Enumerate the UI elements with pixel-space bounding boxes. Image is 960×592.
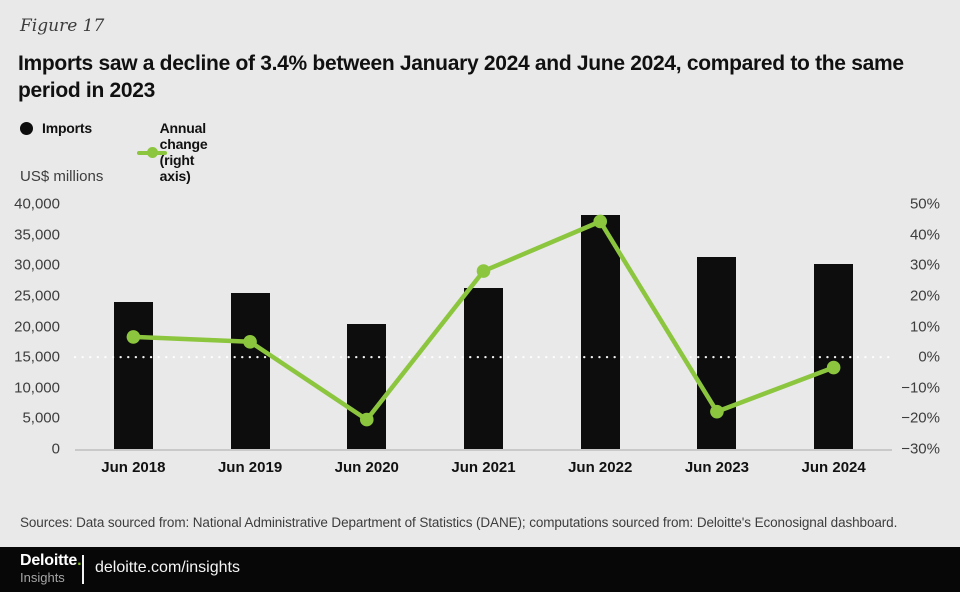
annual-change-point-jun-2021 xyxy=(476,264,491,278)
right-axis-tick: 30% xyxy=(909,256,940,274)
right-axis-tick: −20% xyxy=(901,409,940,427)
brand-sub: Insights xyxy=(20,570,65,585)
left-axis-tick: 15,000 xyxy=(14,348,60,366)
imports-bar-jun-2022 xyxy=(580,215,620,449)
left-axis-tick: 20,000 xyxy=(14,318,60,335)
imports-bar-jun-2021 xyxy=(464,287,503,449)
figure-label: Figure 17 xyxy=(20,16,105,36)
brand-green-dot: . xyxy=(77,552,82,569)
legend-item-imports: Imports xyxy=(20,120,92,136)
sources-note: Sources: Data sourced from: National Adm… xyxy=(20,515,898,530)
footer-divider xyxy=(82,555,84,584)
left-axis-tick: 25,000 xyxy=(14,287,60,305)
x-axis-label: Jun 2024 xyxy=(801,459,866,476)
x-axis-label: Jun 2019 xyxy=(217,459,283,476)
brand-name: Deloitte xyxy=(20,552,78,569)
deloitte-insights-logo: Deloitte. Insights xyxy=(20,552,82,585)
legend-item-annual-change: Annual change (right axis) xyxy=(137,120,226,184)
right-axis-tick: 10% xyxy=(909,318,940,335)
right-axis-tick: −10% xyxy=(901,379,940,397)
right-axis-tick: 0% xyxy=(918,348,940,366)
imports-bar-jun-2024 xyxy=(814,264,854,449)
x-axis-baseline xyxy=(75,449,892,451)
imports-bar-jun-2020 xyxy=(347,324,387,449)
left-axis-tick: 10,000 xyxy=(14,379,60,397)
footer-bar: Deloitte. Insights deloitte.com/insights xyxy=(0,547,960,592)
right-axis-tick: 50% xyxy=(909,195,940,213)
x-axis-label: Jun 2021 xyxy=(451,459,516,476)
left-axis-title: US$ millions xyxy=(20,168,104,185)
chart-title: Imports saw a decline of 3.4% between Ja… xyxy=(18,52,904,102)
x-axis-label: Jun 2022 xyxy=(568,459,633,476)
legend-label-annual-change: Annual change (right axis) xyxy=(159,120,208,184)
imports-dot-icon xyxy=(20,121,33,135)
x-axis-label: Jun 2020 xyxy=(334,459,399,476)
left-axis-tick: 35,000 xyxy=(14,226,60,244)
annual-change-line-icon xyxy=(137,146,167,159)
right-axis-tick: −30% xyxy=(901,440,940,458)
x-axis-label: Jun 2018 xyxy=(101,459,166,476)
footer-url: deloitte.com/insights xyxy=(95,559,240,576)
left-axis-tick: 30,000 xyxy=(14,256,60,274)
x-axis-label: Jun 2023 xyxy=(684,459,750,476)
legend-label-imports: Imports xyxy=(42,120,92,136)
imports-bar-jun-2019 xyxy=(230,292,270,449)
imports-bar-jun-2023 xyxy=(697,257,737,449)
left-axis-tick: 40,000 xyxy=(14,195,60,213)
left-axis-tick: 0 xyxy=(51,440,60,458)
right-axis-tick: 20% xyxy=(909,287,940,305)
left-axis-tick: 5,000 xyxy=(22,409,60,427)
imports-bar-jun-2018 xyxy=(113,302,153,449)
right-axis-tick: 40% xyxy=(909,226,940,244)
